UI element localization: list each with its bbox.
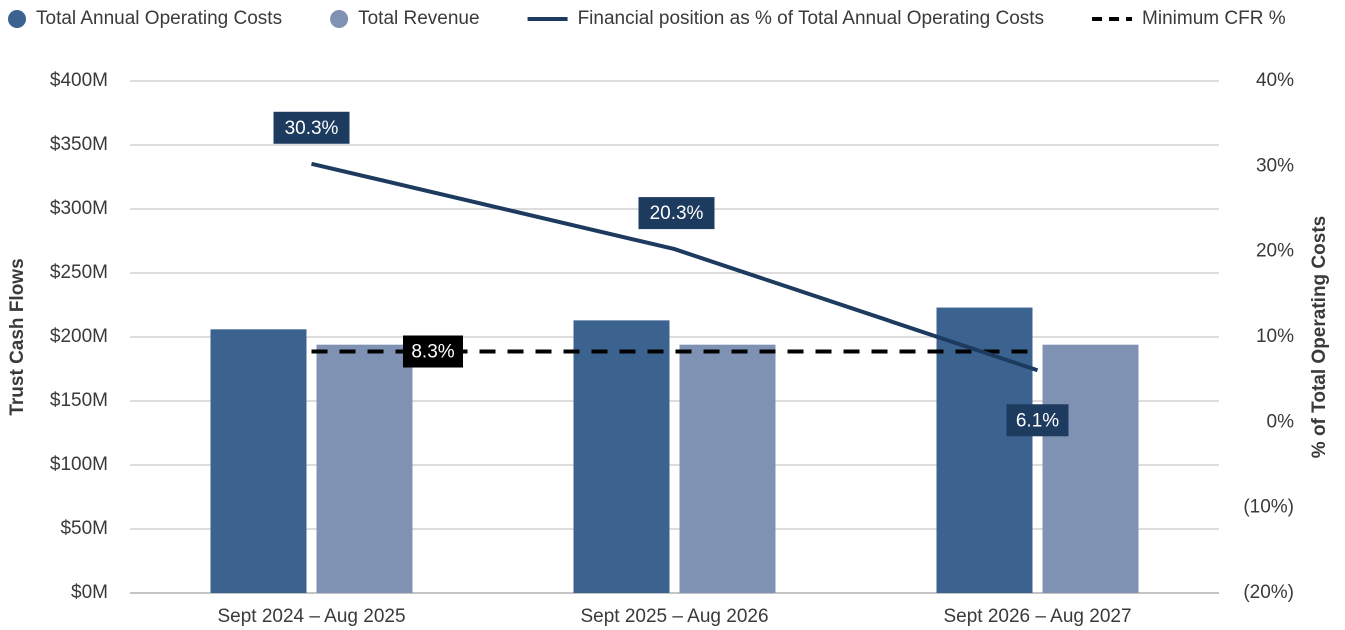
y-tick-label: $350M	[50, 134, 108, 155]
legend-label: Financial position as % of Total Annual …	[578, 8, 1044, 29]
bar	[936, 307, 1033, 593]
data-label: 20.3%	[650, 203, 704, 224]
y-tick-label: $400M	[50, 70, 108, 91]
legend-label: Total Annual Operating Costs	[36, 8, 282, 29]
legend-label: Minimum CFR %	[1142, 8, 1286, 29]
y2-tick-label: 40%	[1256, 70, 1294, 91]
label-box	[638, 197, 715, 230]
x-tick-label: Sept 2025 – Aug 2026	[580, 606, 768, 627]
y-tick-label: $300M	[50, 198, 108, 219]
data-label: 6.1%	[1016, 410, 1059, 431]
label-box	[403, 335, 463, 368]
y2-tick-label: (20%)	[1243, 582, 1294, 603]
line	[311, 161, 1039, 373]
y2-tick-label: 20%	[1256, 241, 1294, 262]
y-tick-label: $50M	[60, 518, 108, 539]
y2-tick-label: 0%	[1267, 411, 1295, 432]
label-box	[1006, 404, 1069, 437]
y2-tick-label: 30%	[1256, 155, 1294, 176]
legend-swatch	[330, 10, 349, 28]
x-tick-label: Sept 2024 – Aug 2025	[217, 606, 405, 627]
y2-axis-title: % of Total Operating Costs	[1309, 216, 1330, 458]
y-axis-title: Trust Cash Flows	[7, 258, 28, 415]
x-tick-label: Sept 2026 – Aug 2027	[943, 606, 1131, 627]
bar	[573, 320, 670, 593]
y-tick-label: $100M	[50, 454, 108, 475]
data-label: 8.3%	[411, 342, 454, 363]
bar	[316, 344, 413, 593]
bar	[679, 344, 776, 593]
legend-swatch	[8, 10, 26, 28]
y-tick-label: $150M	[50, 390, 108, 411]
legend-label: Total Revenue	[358, 8, 479, 29]
data-label: 30.3%	[285, 118, 339, 139]
label-box	[273, 111, 350, 144]
bar	[210, 329, 307, 593]
y2-tick-label: 10%	[1256, 326, 1294, 347]
y-tick-label: $250M	[50, 262, 108, 283]
bar	[1042, 344, 1139, 593]
y-tick-label: $0M	[71, 582, 108, 603]
y-tick-label: $200M	[50, 326, 108, 347]
y2-tick-label: (10%)	[1243, 497, 1294, 518]
